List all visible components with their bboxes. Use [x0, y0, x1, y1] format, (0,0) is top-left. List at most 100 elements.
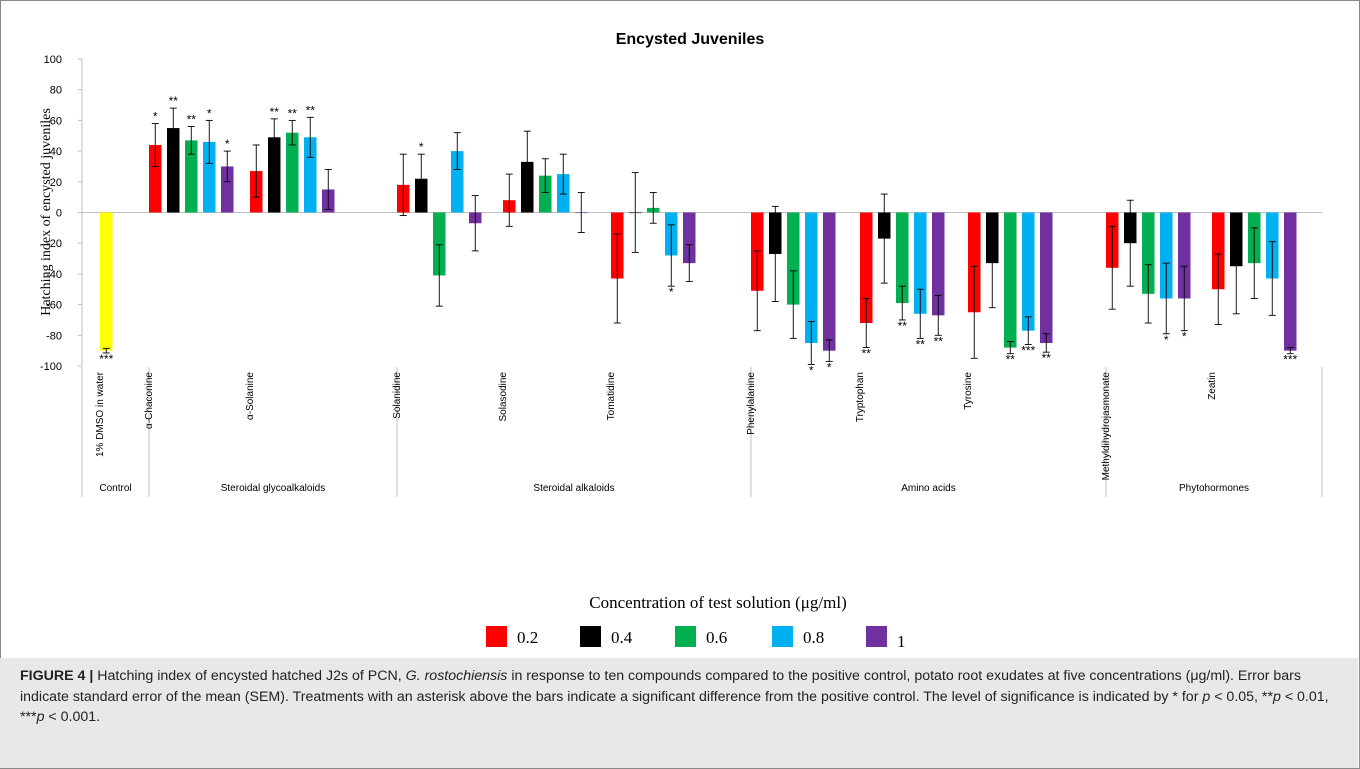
bars-layer: ******** **** ** ***** ******* ********** **** — [99, 94, 1297, 377]
caption-background — [0, 658, 1358, 768]
bar — [1178, 212, 1191, 299]
category-label: 1% DMSO in water — [95, 371, 106, 457]
significance-marker: * — [669, 285, 674, 299]
significance-marker: ** — [862, 347, 872, 361]
bar — [286, 132, 299, 213]
y-tick-label: -40 — [46, 269, 62, 281]
caption-fragment: p — [1272, 688, 1281, 705]
y-tick-label: 60 — [50, 115, 62, 127]
significance-marker: ** — [270, 105, 280, 119]
category-label: α-Chaconine — [144, 372, 155, 429]
caption-label: FIGURE 4 | — [20, 668, 94, 684]
bar — [1284, 212, 1297, 351]
legend-label: 0.6 — [706, 628, 727, 647]
legend-label: 1 — [897, 632, 906, 651]
significance-marker: * — [809, 363, 814, 377]
bar — [932, 212, 945, 316]
significance-marker: ** — [169, 94, 179, 108]
legend-swatch — [866, 626, 887, 647]
bar — [433, 212, 446, 276]
bar — [860, 212, 873, 324]
bar — [896, 212, 909, 304]
category-label: Solasodine — [498, 372, 509, 422]
bar — [805, 212, 818, 343]
category-label: Solanidine — [392, 372, 403, 419]
caption-fragment: G. rostochiensis — [405, 668, 508, 684]
significance-marker: *** — [1021, 344, 1035, 358]
category-label: Methyldihydrojasmonate — [1101, 372, 1112, 481]
figure-caption: FIGURE 4 | Hatching index of encysted ha… — [20, 666, 1340, 728]
category-axis: Control 1% DMSO in water Steroidal glycoal… — [81, 367, 1323, 497]
category-label: α-Solanine — [245, 372, 256, 420]
bar — [1160, 212, 1173, 299]
legend-label: 0.2 — [517, 628, 538, 647]
legend-label: 0.4 — [611, 628, 633, 647]
significance-marker: * — [225, 137, 230, 151]
caption-fragment: < 0.05, ** — [1210, 688, 1273, 705]
bar — [823, 212, 836, 351]
y-tick-label: 0 — [56, 208, 62, 220]
y-tick-label: -60 — [46, 300, 62, 312]
caption-fragment: p — [1202, 688, 1211, 705]
significance-marker: ** — [1042, 351, 1052, 365]
bar — [1004, 212, 1017, 348]
bar — [221, 166, 234, 213]
significance-marker: * — [419, 140, 424, 154]
y-tick-label: 20 — [50, 177, 62, 189]
category-label: Tomatidine — [606, 372, 617, 421]
significance-marker: ** — [288, 106, 298, 120]
chart-title: Encysted Juveniles — [616, 31, 765, 48]
significance-marker: ** — [306, 103, 316, 117]
group-label: Steroidal glycoalkaloids — [221, 483, 326, 494]
bar — [968, 212, 981, 313]
significance-marker: ** — [187, 113, 197, 127]
significance-marker: *** — [1283, 353, 1297, 367]
bar — [185, 140, 198, 213]
y-tick-label: -20 — [46, 238, 62, 250]
bar — [787, 212, 800, 305]
caption-fragment: < 0.01, *** — [20, 688, 1329, 726]
y-tick-label: 40 — [50, 146, 62, 158]
significance-marker: * — [1164, 333, 1169, 347]
bar — [1040, 212, 1053, 343]
bar — [914, 212, 927, 314]
caption-fragment: Hatching index of encysted hatched J2s o… — [93, 668, 406, 684]
category-label: Tyrosine — [963, 372, 974, 410]
y-tick-label: -80 — [46, 330, 62, 342]
significance-marker: * — [207, 106, 212, 120]
bar — [451, 151, 464, 213]
caption-body: Hatching index of encysted hatched J2s o… — [20, 668, 1329, 725]
bar — [1142, 212, 1155, 294]
significance-marker: ** — [1006, 353, 1016, 367]
significance-marker: * — [827, 360, 832, 374]
group-label: Control — [99, 483, 131, 494]
significance-marker: * — [153, 109, 158, 123]
category-label: Phenylalanine — [746, 372, 757, 435]
y-tick-label: 100 — [44, 54, 62, 66]
bar — [683, 212, 696, 264]
legend-label: 0.8 — [803, 628, 824, 647]
bar — [304, 137, 317, 213]
bar — [1022, 212, 1035, 331]
group-label: Steroidal alkaloids — [533, 483, 614, 494]
category-label: Tryptophan — [855, 372, 866, 422]
category-label: Zeatin — [1207, 372, 1218, 400]
caption-fragment: < 0.001. — [44, 709, 101, 725]
bar — [149, 144, 162, 213]
significance-marker: ** — [934, 334, 944, 348]
bar — [167, 128, 180, 213]
bar — [203, 141, 216, 213]
legend-swatch — [772, 626, 793, 647]
significance-marker: ** — [916, 337, 926, 351]
caption-fragment: p — [36, 709, 45, 725]
legend-swatch — [675, 626, 696, 647]
group-label: Amino acids — [901, 483, 955, 494]
y-tick-label: 80 — [50, 85, 62, 97]
legend-title: Concentration of test solution (μg/ml) — [589, 593, 846, 612]
bar-chart: Encysted Juveniles Hatching index of enc… — [39, 31, 1323, 651]
y-tick-label: -100 — [40, 361, 62, 373]
bar — [539, 175, 552, 213]
caption-fragment: in response to ten compounds compared to… — [20, 668, 1302, 705]
significance-marker: ** — [898, 319, 908, 333]
significance-marker: *** — [99, 352, 113, 366]
